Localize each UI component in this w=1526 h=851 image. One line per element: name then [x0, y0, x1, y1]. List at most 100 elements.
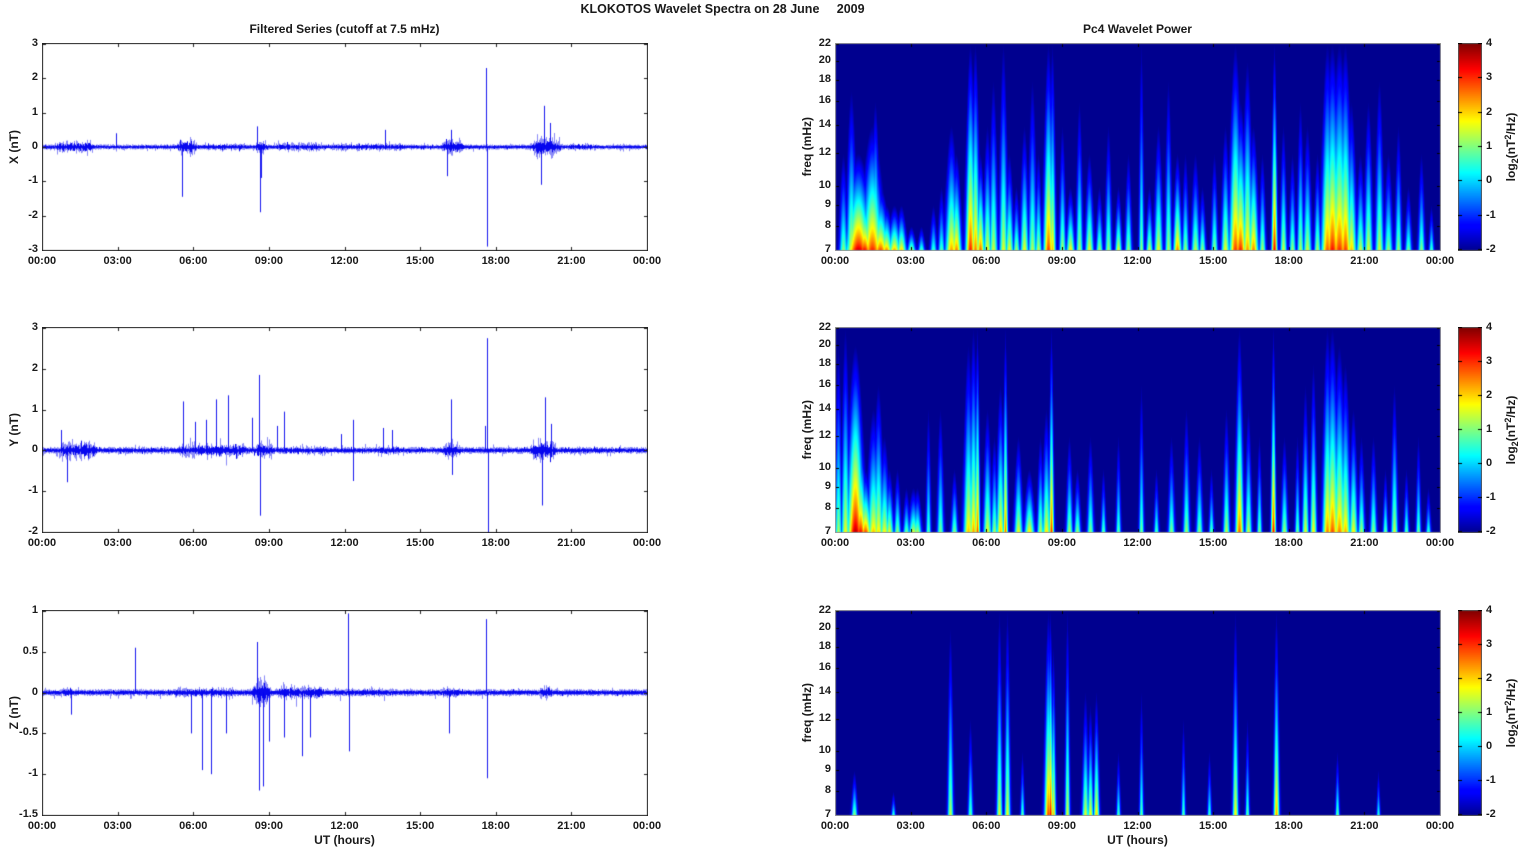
series-x-x-tick-label: 00:00 — [632, 255, 662, 267]
wavelet-y-x-tick-label: 00:00 — [820, 537, 850, 549]
wavelet-z-y-axis-label: freq (mHz) — [799, 610, 814, 816]
series-x-x-tick-label: 15:00 — [406, 255, 435, 267]
series-x-y-axis-label-text: X (nT) — [7, 130, 21, 164]
series-x-y-tick-label: 0 — [31, 140, 38, 152]
wavelet-x-freq-tick-label: 16 — [818, 94, 831, 107]
series-x-y-tick-label: -1 — [28, 174, 38, 187]
series-x-x-tick-label: 21:00 — [557, 255, 586, 267]
colorbar-tick-label: 3 — [1486, 355, 1493, 367]
wavelet-y-freq-tick-label: 8 — [824, 501, 831, 514]
wavelet-x-y-axis-label-text: freq (mHz) — [799, 117, 814, 177]
wavelet-z-freq-tick-label: 8 — [824, 784, 831, 797]
series-z-x-tick-label: 06:00 — [179, 820, 208, 832]
colorbar-tick-label: -1 — [1486, 208, 1496, 221]
wavelet-y-freq-tick-label: 7 — [824, 525, 831, 537]
series-x-y-axis-label: X (nT) — [6, 43, 22, 251]
wavelet-y-freq-tick-label: 12 — [818, 428, 831, 441]
series-z-x-tick-label: 03:00 — [103, 820, 132, 832]
wavelet-x-x-tick-label: 00:00 — [1425, 255, 1455, 267]
wavelet-x-freq-tick-label: 18 — [818, 73, 831, 86]
wavelet-z-heatmap — [835, 610, 1441, 816]
series-z-x-tick-label: 00:00 — [27, 820, 57, 832]
colorbar-1 — [1458, 327, 1482, 533]
series-x-y-tick-label: 2 — [31, 71, 38, 84]
series-y-y-tick-label: 3 — [31, 321, 38, 333]
wavelet-z-x-tick-label: 00:00 — [820, 820, 850, 832]
series-y-y-tick-label: 1 — [31, 402, 38, 415]
wavelet-x-freq-tick-label: 14 — [818, 118, 831, 131]
wavelet-x-heatmap — [835, 43, 1441, 251]
series-x-plot — [42, 43, 648, 251]
wavelet-x-y-axis-label: freq (mHz) — [799, 43, 814, 251]
colorbar-tick-label: 4 — [1486, 37, 1493, 49]
series-z-x-tick-label: 00:00 — [632, 820, 662, 832]
wavelet-x-x-tick-label: 18:00 — [1274, 255, 1303, 267]
wavelet-z-freq-tick-label: 22 — [818, 604, 831, 616]
colorbar-tick-label: -2 — [1486, 243, 1496, 255]
colorbar-tick-label: 1 — [1486, 706, 1493, 718]
series-y-y-axis-label-text: Y (nT) — [7, 413, 21, 447]
wavelet-x-x-tick-label: 03:00 — [896, 255, 925, 267]
wavelet-y-x-tick-label: 18:00 — [1274, 537, 1303, 549]
series-x-x-tick-label: 06:00 — [179, 255, 208, 267]
series-x-y-tick-label: 3 — [31, 37, 38, 49]
wavelet-x-x-tick-label: 00:00 — [820, 255, 850, 267]
wavelet-x-freq-tick-label: 22 — [818, 37, 831, 49]
wavelet-z-freq-tick-label: 16 — [818, 660, 831, 673]
colorbar-unit-label: log2(nT2/Hz) — [1503, 113, 1520, 182]
series-y-y-tick-label: -2 — [28, 525, 38, 537]
colorbar-tick-label: 1 — [1486, 140, 1493, 152]
wavelet-z-freq-tick-label: 12 — [818, 711, 831, 724]
colorbar-tick-label: 2 — [1486, 389, 1493, 401]
right-x-axis-label: UT (hours) — [1107, 833, 1168, 847]
series-z-y-tick-label: 1 — [31, 604, 38, 616]
series-y-x-tick-label: 09:00 — [254, 537, 283, 549]
wavelet-x-x-tick-label: 21:00 — [1350, 255, 1379, 267]
series-z-y-tick-label: 0.5 — [22, 644, 38, 657]
wavelet-y-y-axis-label: freq (mHz) — [799, 327, 814, 533]
series-x-x-tick-label: 00:00 — [27, 255, 57, 267]
series-x-x-tick-label: 03:00 — [103, 255, 132, 267]
wavelet-z-freq-tick-label: 18 — [818, 639, 831, 652]
colorbar-unit-label: log2(nT2/Hz) — [1503, 679, 1520, 748]
wavelet-x-x-tick-label: 06:00 — [972, 255, 1001, 267]
wavelet-y-y-axis-label-text: freq (mHz) — [799, 400, 814, 460]
colorbar-tick-label: 4 — [1486, 321, 1493, 333]
series-z-x-tick-label: 12:00 — [330, 820, 359, 832]
wavelet-y-freq-tick-label: 18 — [818, 356, 831, 369]
colorbar-tick-label: 2 — [1486, 105, 1493, 118]
series-z-y-axis-label: Z (nT) — [6, 610, 22, 816]
wavelet-x-freq-tick-label: 8 — [824, 218, 831, 231]
colorbar-tick-label: 3 — [1486, 71, 1493, 84]
svg-text:log2(nT2/Hz): log2(nT2/Hz) — [1503, 113, 1520, 182]
series-y-x-tick-label: 06:00 — [179, 537, 208, 549]
series-z-x-tick-label: 18:00 — [481, 820, 510, 832]
wavelet-z-freq-tick-label: 20 — [818, 620, 831, 633]
wavelet-z-x-tick-label: 21:00 — [1350, 820, 1379, 832]
colorbar-tick-label: -2 — [1486, 808, 1496, 820]
wavelet-z-x-tick-label: 03:00 — [896, 820, 925, 832]
wavelet-z-x-tick-label: 18:00 — [1274, 820, 1303, 832]
wavelet-y-x-tick-label: 12:00 — [1123, 537, 1152, 549]
wavelet-z-x-tick-label: 12:00 — [1123, 820, 1152, 832]
left-x-axis-label: UT (hours) — [314, 833, 375, 847]
series-z-y-tick-label: 0 — [31, 685, 38, 698]
wavelet-y-x-tick-label: 15:00 — [1199, 537, 1228, 549]
wavelet-y-freq-tick-label: 10 — [818, 461, 831, 474]
colorbar-0 — [1458, 43, 1482, 251]
wavelet-y-freq-tick-label: 22 — [818, 321, 831, 333]
wavelet-y-x-tick-label: 06:00 — [972, 537, 1001, 549]
right-column-title: Pc4 Wavelet Power — [1083, 22, 1192, 36]
colorbar-tick-label: 0 — [1486, 740, 1493, 752]
series-y-x-tick-label: 03:00 — [103, 537, 132, 549]
series-x-y-tick-label: -2 — [28, 208, 38, 221]
wavelet-z-x-tick-label: 00:00 — [1425, 820, 1455, 832]
series-y-y-axis-label: Y (nT) — [6, 327, 22, 533]
series-y-x-tick-label: 21:00 — [557, 537, 586, 549]
series-x-x-tick-label: 12:00 — [330, 255, 359, 267]
wavelet-x-x-tick-label: 12:00 — [1123, 255, 1152, 267]
wavelet-x-freq-tick-label: 10 — [818, 178, 831, 191]
wavelet-z-freq-tick-label: 9 — [824, 763, 831, 776]
series-z-x-tick-label: 09:00 — [254, 820, 283, 832]
series-z-y-tick-label: -1 — [28, 767, 38, 780]
